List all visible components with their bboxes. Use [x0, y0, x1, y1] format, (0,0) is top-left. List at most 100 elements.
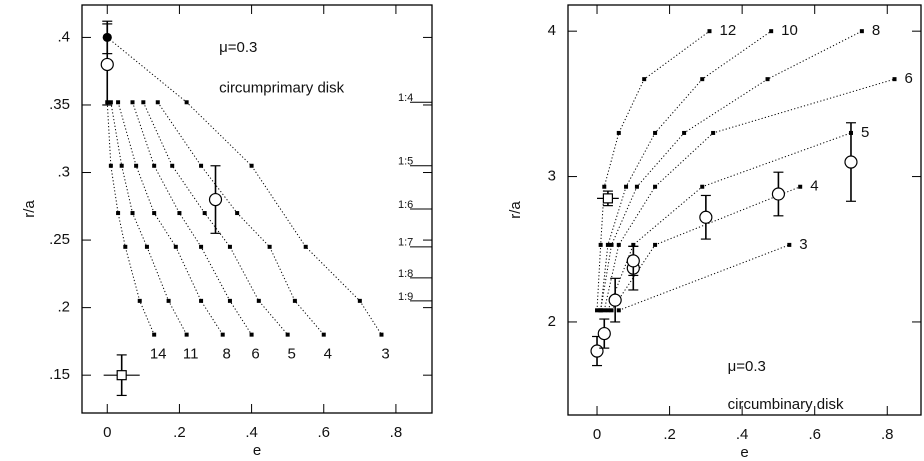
point — [170, 163, 175, 168]
y-tick-label: .3 — [57, 163, 70, 180]
error-point — [103, 354, 140, 397]
resonance-line — [142, 102, 289, 335]
resonance-line — [106, 102, 155, 335]
point — [220, 332, 225, 337]
x-tick-label: 0 — [103, 424, 111, 441]
error-point — [597, 318, 611, 349]
resonance-label: 1:5 — [398, 156, 413, 168]
point — [249, 332, 254, 337]
plot-frame — [567, 4, 922, 416]
error-point — [590, 335, 604, 367]
point — [119, 163, 124, 168]
y-tick-label: .4 — [57, 28, 70, 45]
point — [595, 308, 600, 313]
point — [859, 29, 864, 34]
point — [141, 100, 146, 105]
marker — [771, 187, 786, 201]
annotation: circumbinary disk — [728, 396, 844, 413]
series-label: 8 — [223, 346, 231, 363]
point — [642, 77, 647, 82]
error-point — [844, 122, 858, 202]
point — [653, 184, 658, 189]
point — [184, 332, 189, 337]
annotation: μ=0.3 — [219, 39, 257, 56]
y-tick-label: 2 — [548, 313, 556, 330]
y-tick-label: .2 — [57, 299, 70, 316]
resonance-label: 1:8 — [398, 268, 413, 280]
point — [631, 242, 636, 247]
point — [605, 242, 610, 247]
point — [700, 77, 705, 82]
series-label: 5 — [861, 124, 869, 141]
series-label: 5 — [287, 346, 295, 363]
series-label: 10 — [781, 22, 798, 39]
y-axis-label: r/a — [21, 200, 38, 218]
point — [184, 100, 189, 105]
point — [130, 100, 135, 105]
point — [616, 308, 621, 313]
series-label: 4 — [810, 178, 818, 195]
resonance-label: 1:6 — [398, 199, 413, 211]
y-tick-label: .25 — [49, 231, 70, 248]
series-label: 14 — [150, 346, 167, 363]
point — [707, 29, 712, 34]
point — [598, 308, 603, 313]
series-label: 3 — [381, 346, 389, 363]
resonance-label: 1:4 — [398, 92, 413, 104]
point — [602, 184, 607, 189]
point — [249, 163, 254, 168]
x-tick-label: .2 — [173, 424, 186, 441]
point — [123, 244, 128, 249]
point — [609, 242, 614, 247]
point — [602, 308, 607, 313]
point — [155, 100, 160, 105]
point — [379, 332, 384, 337]
resonance-line — [132, 102, 253, 335]
point — [177, 211, 182, 216]
series-label: 4 — [324, 346, 332, 363]
point — [787, 242, 792, 247]
resonance-line — [117, 102, 224, 335]
error-point — [597, 190, 619, 207]
point — [609, 308, 614, 313]
x-tick-label: .6 — [808, 426, 821, 443]
point — [199, 244, 204, 249]
marker — [608, 293, 622, 307]
annotation: circumprimary disk — [219, 80, 345, 97]
x-axis-label: e — [253, 442, 261, 459]
x-tick-label: .4 — [736, 426, 749, 443]
point — [152, 211, 157, 216]
y-tick-label: .15 — [49, 366, 70, 383]
point — [173, 244, 178, 249]
x-tick-label: .8 — [881, 426, 894, 443]
x-axis-label: e — [740, 444, 748, 461]
marker — [602, 193, 614, 204]
point — [152, 332, 157, 337]
resonance-line — [618, 244, 790, 311]
point — [321, 332, 326, 337]
point — [130, 211, 135, 216]
point — [605, 308, 610, 313]
point — [137, 298, 142, 303]
point — [166, 298, 171, 303]
point — [303, 244, 308, 249]
point — [292, 298, 297, 303]
series-label: 3 — [799, 236, 807, 253]
series-label: 6 — [251, 346, 259, 363]
point — [616, 242, 621, 247]
error-point — [100, 23, 114, 106]
point — [134, 163, 139, 168]
point — [202, 211, 207, 216]
point — [700, 184, 705, 189]
point — [227, 298, 232, 303]
y-tick-label: 3 — [548, 168, 556, 185]
error-point — [608, 277, 622, 323]
point — [199, 163, 204, 168]
y-tick-label: 4 — [548, 22, 556, 39]
point — [634, 184, 639, 189]
resonance-line — [600, 30, 772, 311]
x-tick-label: .4 — [245, 424, 258, 441]
marker — [699, 210, 713, 224]
